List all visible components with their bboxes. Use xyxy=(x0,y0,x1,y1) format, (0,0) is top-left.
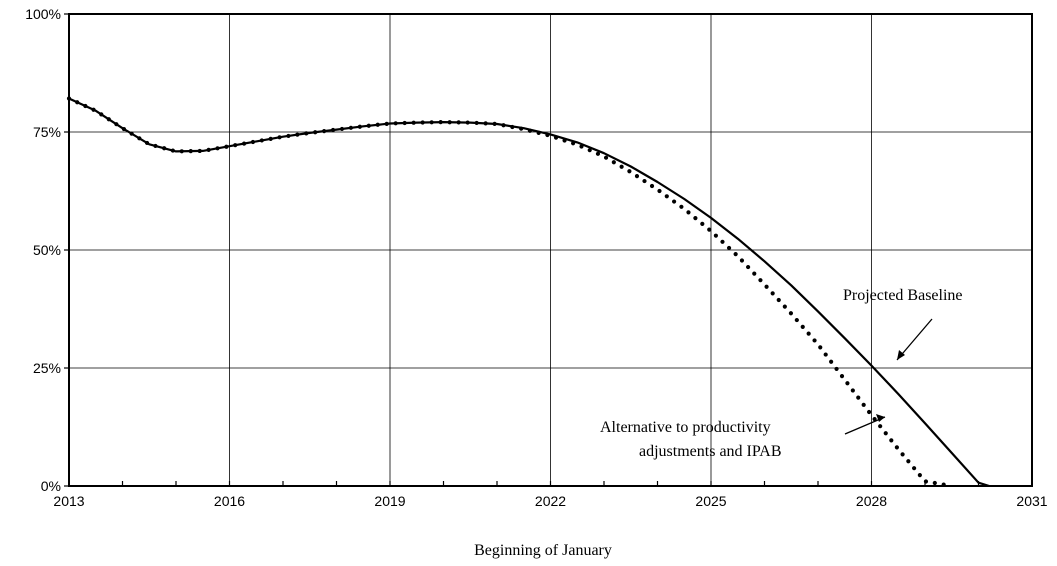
x-tick-label: 2031 xyxy=(1016,493,1047,509)
x-tick-label: 2025 xyxy=(695,493,726,509)
tick-labels: 2013 2016 2019 2022 2025 2028 2031 0% 25% 50% 75% 1… xyxy=(25,6,1048,509)
x-tick-label: 2019 xyxy=(374,493,405,509)
x-tick-label: 2013 xyxy=(53,493,84,509)
plot-series xyxy=(66,96,990,489)
grid-lines xyxy=(69,14,1032,486)
y-tick-label: 25% xyxy=(33,360,61,376)
y-tick-label: 75% xyxy=(33,124,61,140)
annotation-arrowhead-baseline xyxy=(897,350,905,360)
annotations: Projected Baseline Alternative to produc… xyxy=(600,287,963,460)
tick-marks xyxy=(64,13,1033,487)
x-tick-label: 2022 xyxy=(535,493,566,509)
annotation-arrow-baseline xyxy=(896,318,933,361)
x-tick-label: 2016 xyxy=(214,493,245,509)
y-tick-label: 100% xyxy=(25,6,61,22)
annotation-projected-baseline: Projected Baseline xyxy=(843,287,963,304)
x-tick-label: 2028 xyxy=(856,493,887,509)
y-tick-label: 0% xyxy=(41,478,61,494)
series-line-alternative xyxy=(66,96,954,489)
x-axis-label: Beginning of January xyxy=(474,542,612,559)
annotation-arrowhead-alternative xyxy=(876,414,885,422)
annotation-alternative-line-1: Alternative to productivity xyxy=(600,419,771,436)
annotation-alternative-line-2: adjustments and IPAB xyxy=(639,443,782,460)
y-tick-label: 50% xyxy=(33,242,61,258)
